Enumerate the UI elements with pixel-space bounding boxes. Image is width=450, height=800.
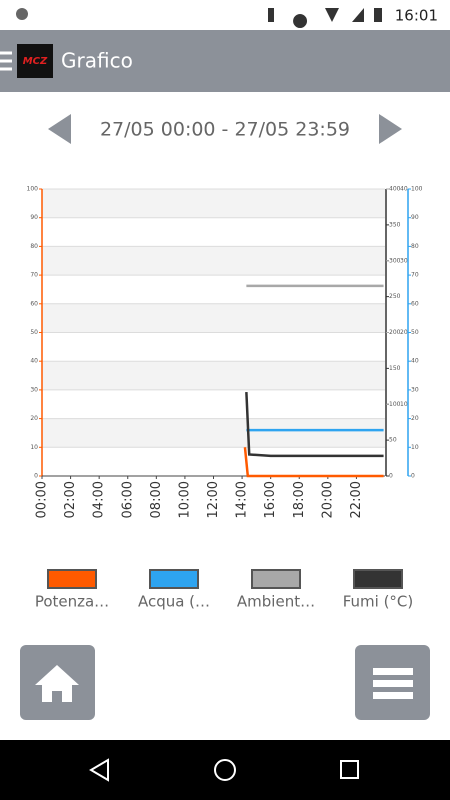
home-nav-button[interactable]: [214, 759, 236, 781]
y4-tick-label: 10: [411, 444, 419, 451]
y2-tick-label: 300: [389, 257, 401, 264]
home-icon: [35, 665, 79, 702]
settings-icon: [373, 668, 413, 699]
grid-band: [42, 303, 385, 333]
menu-button[interactable]: [0, 51, 12, 71]
y4-tick-label: 30: [411, 386, 419, 393]
previous-button[interactable]: [48, 114, 71, 144]
x-tick-label: 20:00: [320, 481, 335, 518]
y-tick-label: 20: [30, 415, 38, 422]
clock: 16:01: [395, 7, 438, 25]
y4-tick-label: 40: [411, 358, 419, 365]
android-icon: [16, 8, 28, 20]
y4-tick-label: 80: [411, 243, 419, 250]
legend-label: Potenza…: [35, 593, 109, 611]
grid-band: [42, 361, 385, 390]
y2-tick-label: 350: [389, 221, 401, 228]
y4-tick-label: 0: [411, 473, 415, 480]
grid-band: [42, 189, 385, 218]
y-tick-label: 30: [30, 386, 38, 393]
chart: 0102030405060708090100050100150200250300…: [27, 186, 423, 611]
y2-tick-label: 50: [389, 437, 397, 444]
status-bar: [0, 0, 450, 30]
legend-label: Fumi (°C): [343, 593, 414, 611]
y-tick-label: 40: [30, 358, 38, 365]
x-tick-label: 14:00: [235, 481, 250, 518]
y2-tick-label: 200: [389, 329, 401, 336]
y4-tick-label: 50: [411, 329, 419, 336]
legend-swatch: [47, 569, 97, 589]
x-tick-label: 04:00: [92, 481, 107, 518]
y3-tick-label: 30: [400, 257, 408, 264]
y2-tick-label: 400: [389, 186, 401, 193]
legend-swatch: [149, 569, 199, 589]
y2-tick-label: 0: [389, 473, 393, 480]
y4-tick-label: 90: [411, 214, 419, 221]
next-button[interactable]: [379, 114, 402, 144]
y4-tick-label: 60: [411, 300, 419, 307]
date-range: 27/05 00:00 - 27/05 23:59: [100, 119, 350, 141]
x-tick-label: 22:00: [349, 481, 364, 518]
grid-band: [42, 246, 385, 276]
x-tick-label: 16:00: [263, 481, 278, 518]
series-line: [243, 447, 384, 478]
toolbar-title: Grafico: [61, 49, 133, 73]
x-tick-label: 12:00: [206, 481, 221, 518]
legend-label: Ambient…: [237, 593, 315, 611]
x-tick-label: 08:00: [149, 481, 164, 518]
x-tick-label: 02:00: [63, 481, 78, 518]
status-icons: [268, 8, 382, 28]
y2-tick-label: 250: [389, 293, 401, 300]
y-tick-label: 10: [30, 444, 38, 451]
y-tick-label: 60: [30, 300, 38, 307]
x-tick-label: 18:00: [292, 481, 307, 518]
legend-label: Acqua (…: [138, 593, 210, 611]
recents-button[interactable]: [340, 760, 359, 779]
y4-tick-label: 100: [411, 186, 423, 193]
series-line: [245, 391, 384, 458]
legend-swatch: [353, 569, 403, 589]
grid-band: [42, 418, 385, 448]
y-tick-label: 0: [34, 473, 38, 480]
y4-tick-label: 20: [411, 415, 419, 422]
logo: [17, 44, 53, 78]
y2-tick-label: 150: [389, 365, 401, 372]
y2-tick-label: 100: [389, 401, 401, 408]
x-tick-label: 06:00: [120, 481, 135, 518]
y-tick-label: 70: [30, 272, 38, 279]
y-tick-label: 80: [30, 243, 38, 250]
y3-tick-label: 20: [400, 329, 408, 336]
logo-text: MCZ: [23, 56, 48, 67]
y3-tick-label: 40: [400, 186, 408, 193]
y-tick-label: 90: [30, 214, 38, 221]
y4-tick-label: 70: [411, 272, 419, 279]
x-tick-label: 00:00: [35, 481, 50, 518]
y3-tick-label: 10: [400, 401, 408, 408]
legend-swatch: [251, 569, 301, 589]
back-button[interactable]: [89, 758, 109, 782]
x-tick-label: 10:00: [177, 481, 192, 518]
y-tick-label: 50: [30, 329, 38, 336]
toolbar: [0, 30, 450, 92]
nav-bar: [0, 740, 450, 800]
y-tick-label: 100: [27, 186, 39, 193]
